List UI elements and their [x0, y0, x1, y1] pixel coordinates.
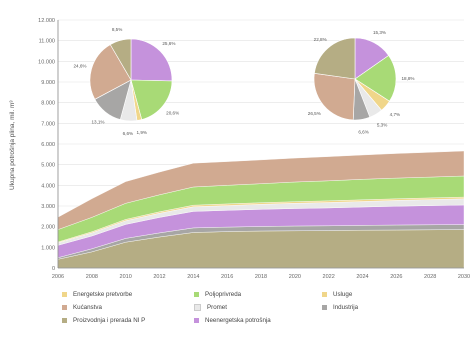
- y-tick-label: 10.000: [38, 59, 55, 65]
- pie-label: 20,6%: [166, 111, 179, 116]
- x-tick-label: 2010: [120, 274, 132, 280]
- x-tick-label: 2012: [153, 274, 165, 280]
- legend: Energetske pretvorbe Poljoprivreda Uslug…: [62, 291, 462, 335]
- pie-slice: [354, 55, 397, 102]
- x-tick-label: 2008: [86, 274, 98, 280]
- legend-swatch: [322, 304, 327, 310]
- legend-label: Usluge: [333, 291, 353, 298]
- pie-slice: [314, 37, 356, 80]
- x-tick-label: 2014: [187, 274, 199, 280]
- legend-swatch: [194, 317, 199, 323]
- legend-label: Kućanstva: [73, 304, 102, 311]
- legend-item: Promet: [194, 304, 227, 312]
- area-ku-anstva: [57, 150, 465, 230]
- pie-label: 8,5%: [112, 27, 122, 32]
- legend-swatch: [322, 291, 327, 297]
- area-series: [57, 150, 465, 269]
- x-tick-label: 2020: [289, 274, 301, 280]
- pie-label: 25,6%: [162, 41, 175, 46]
- y-tick-label: 8.000: [41, 101, 55, 107]
- pie-label: 1,9%: [137, 130, 147, 135]
- legend-label: Neenergetska potrošnja: [205, 317, 271, 324]
- pie-label: 5,3%: [377, 123, 387, 128]
- legend-swatch: [62, 304, 67, 310]
- pie-label: 6,6%: [358, 129, 368, 134]
- x-tick-label: 2022: [323, 274, 335, 280]
- y-tick-label: 3.000: [41, 204, 55, 210]
- pie-label: 13,1%: [91, 120, 104, 125]
- x-tick-labels: 2006 2008 2010 2012 2014 2016 2018 2020 2022 2024…: [52, 274, 470, 280]
- legend-label: Industrija: [333, 304, 359, 311]
- x-tick-label: 2018: [255, 274, 267, 280]
- pie-label: 22,8%: [314, 37, 327, 42]
- y-tick-label: 9.000: [41, 80, 55, 86]
- y-tick-label: 6.000: [41, 142, 55, 148]
- x-tick-label: 2028: [424, 274, 436, 280]
- pie-slice: [130, 79, 173, 120]
- legend-swatch: [194, 291, 199, 297]
- pie-slice: [313, 73, 356, 121]
- pie-label: 26,5%: [308, 111, 321, 116]
- pie-label: 18,8%: [401, 76, 414, 81]
- y-axis-label: Ukupna potrošnja plina, mil. m³: [9, 100, 16, 190]
- legend-swatch: [194, 304, 201, 311]
- legend-item: Kućanstva: [62, 304, 102, 312]
- legend-swatch: [62, 317, 67, 323]
- y-tick-label: 12.000: [38, 18, 55, 24]
- y-tick-label: 11.000: [39, 39, 55, 45]
- pie-2030: 15,3% 18,8% 4,7% 5,3% 6,6% 26,5% 22,8%: [308, 30, 415, 134]
- pie-slice: [109, 38, 132, 82]
- x-tick-label: 2006: [52, 274, 64, 280]
- pie-label: 6,6%: [123, 131, 133, 136]
- pie-slice: [130, 38, 173, 82]
- pie-label: 4,7%: [390, 112, 400, 117]
- y-tick-label: 2.000: [41, 225, 55, 231]
- y-tick-label: 1.000: [41, 245, 55, 251]
- pie-label: 24,6%: [73, 64, 86, 69]
- y-tick-labels: 0 1.000 2.000 3.000 4.000 5.000 6.000 7.000 8.00…: [38, 18, 55, 272]
- legend-label: Poljoprivreda: [205, 291, 242, 298]
- x-tick-label: 2026: [390, 274, 402, 280]
- x-tick-label: 2016: [221, 274, 233, 280]
- pie-slice: [89, 44, 132, 100]
- y-tick-label: 5.000: [41, 163, 55, 169]
- legend-label: Promet: [207, 304, 227, 312]
- legend-item: Industrija: [322, 304, 358, 312]
- pie-2006: 25,6% 20,6% 1,9% 6,6% 13,1% 24,6% 8,5%: [73, 27, 179, 136]
- legend-item: Usluge: [322, 291, 352, 299]
- legend-item: Poljoprivreda: [194, 291, 241, 299]
- legend-label: Proizvodnja i prerada NI P: [73, 317, 146, 324]
- legend-item: Neenergetska potrošnja: [194, 317, 271, 325]
- legend-swatch: [62, 291, 67, 297]
- x-tick-label: 2024: [356, 274, 368, 280]
- legend-item: Energetske pretvorbe: [62, 291, 132, 299]
- y-tick-label: 4.000: [41, 183, 55, 189]
- y-tick-label: 7.000: [41, 121, 55, 127]
- legend-label: Energetske pretvorbe: [73, 291, 133, 298]
- y-tick-label: 0: [52, 266, 55, 272]
- pie-label: 15,3%: [373, 30, 386, 35]
- x-tick-label: 2030: [458, 274, 470, 280]
- legend-item: Proizvodnja i prerada NI P: [62, 317, 145, 325]
